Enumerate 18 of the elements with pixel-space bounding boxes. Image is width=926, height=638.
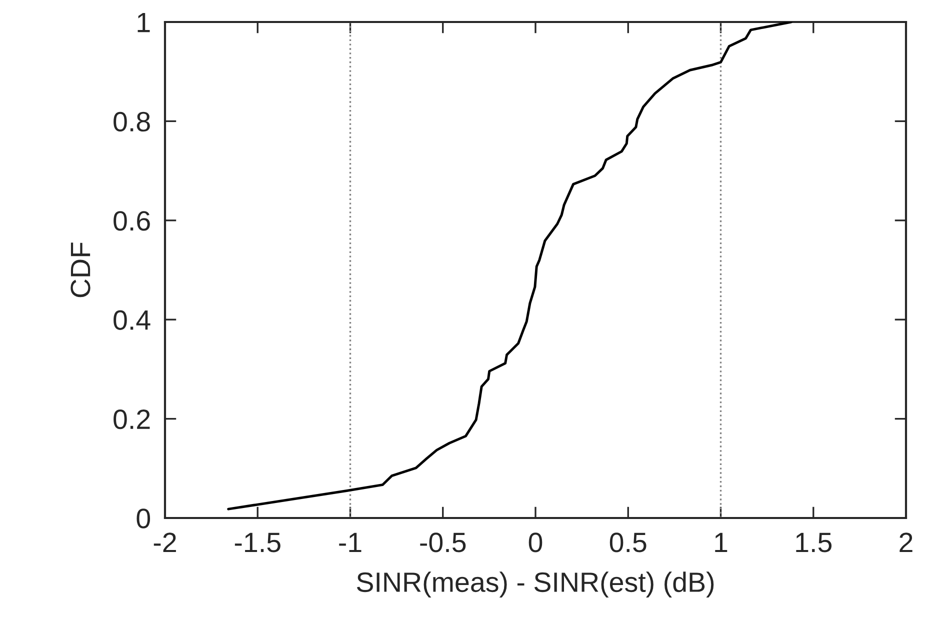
- y-tick-label: 0.2: [114, 409, 150, 430]
- x-tick-label: 1: [715, 532, 728, 552]
- y-tick-label: 1: [138, 12, 150, 32]
- x-tick-label: -1: [339, 532, 362, 552]
- y-tick-label: 0.4: [114, 310, 150, 330]
- x-tick-label: 0.5: [610, 532, 646, 552]
- x-axis-title: SINR(meas) - SINR(est) (dB): [356, 572, 714, 598]
- x-tick-label: -0.5: [420, 532, 466, 552]
- x-tick-label: -2: [154, 532, 176, 552]
- y-axis-title: CDF: [70, 242, 90, 298]
- y-tick-label: 0.8: [114, 112, 150, 132]
- y-tick-label: 0.6: [114, 211, 150, 231]
- x-tick-label: 2: [900, 532, 912, 552]
- x-tick-label: 0: [528, 532, 542, 552]
- y-tick-label: 0: [136, 508, 150, 528]
- x-tick-label: -1.5: [234, 532, 280, 552]
- line-series: [227, 22, 792, 510]
- x-tick-label: 1.5: [796, 532, 832, 552]
